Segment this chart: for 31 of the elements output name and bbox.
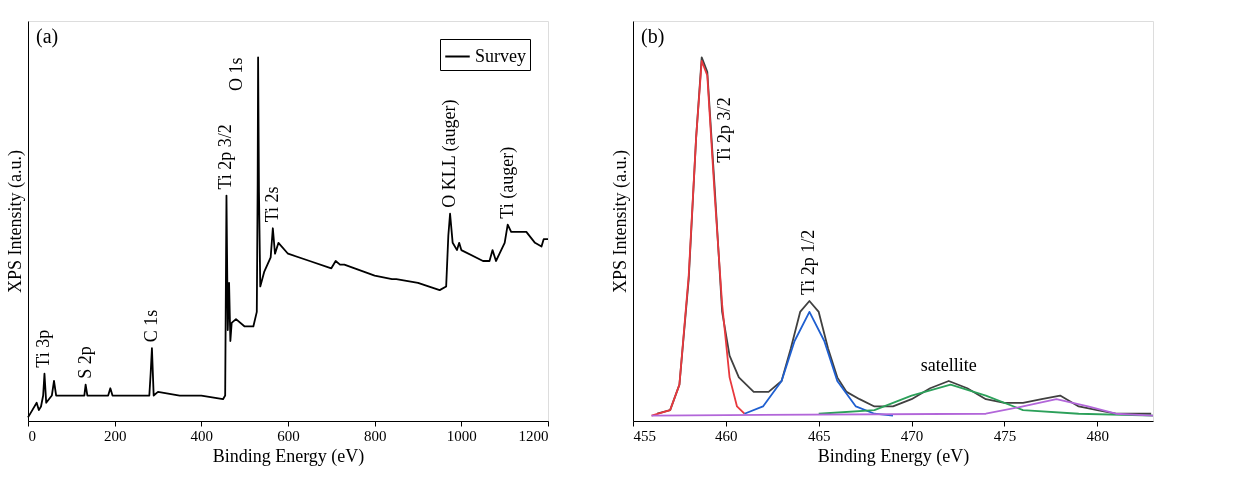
annotation: O 1s: [226, 57, 247, 91]
x-tick-label: 600: [277, 427, 300, 444]
legend-label: Survey: [475, 45, 526, 66]
x-tick-label: 455: [633, 427, 656, 444]
annotation: Ti 2s: [261, 186, 282, 223]
annotation: Ti 3p: [33, 329, 54, 368]
annotation: Ti (auger): [496, 146, 518, 219]
annotation: S 2p: [74, 346, 95, 379]
x-tick-label: 1200: [518, 427, 549, 444]
annotation: Ti 2p 3/2: [713, 97, 734, 163]
x-axis-title: Binding Energy (eV): [212, 445, 365, 467]
x-axis-title: Binding Energy (eV): [817, 445, 970, 467]
annotation: Ti 2p 3/2: [215, 124, 236, 190]
annotation: Ti 2p 1/2: [798, 229, 819, 295]
text: (a): [36, 25, 59, 48]
x-tick-label: 800: [363, 427, 387, 444]
x-tick-label: 460: [715, 427, 738, 444]
x-tick-label: 480: [1086, 427, 1110, 444]
x-tick-label: 465: [807, 427, 831, 444]
x-tick-label: 0: [28, 427, 36, 444]
x-tick-label: 475: [993, 427, 1017, 444]
y-axis-title: XPS Intensity (a.u.): [4, 150, 26, 293]
annotation: satellite: [920, 355, 977, 375]
x-tick-label: 200: [103, 427, 127, 444]
annotation: C 1s: [140, 309, 161, 343]
y-axis-title: XPS Intensity (a.u.): [609, 150, 631, 293]
annotation: O KLL (auger): [439, 99, 461, 208]
x-tick-label: 470: [900, 427, 924, 444]
x-tick-label: 400: [190, 427, 214, 444]
text: (b): [641, 25, 665, 48]
x-tick-label: 1000: [446, 427, 477, 444]
